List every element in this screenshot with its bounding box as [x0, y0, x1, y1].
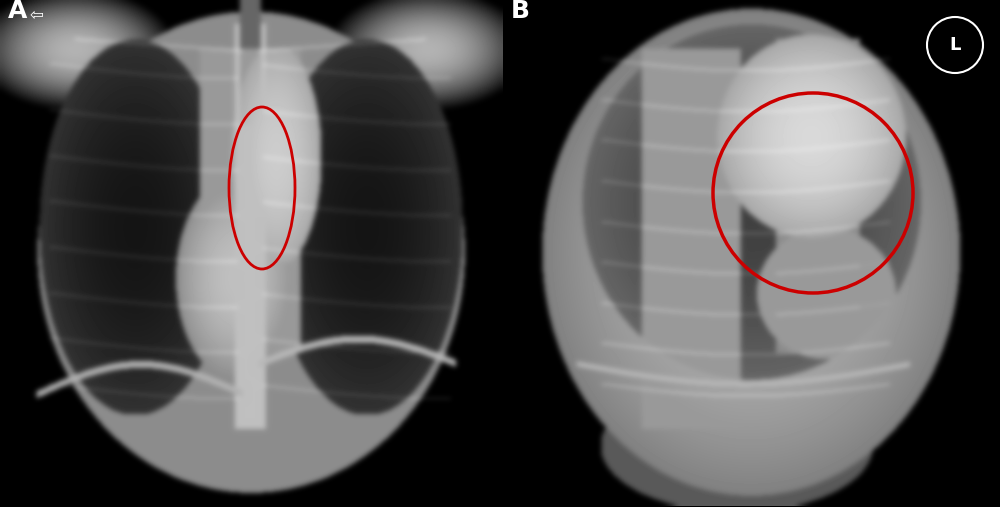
- Text: L: L: [949, 36, 961, 54]
- Text: A: A: [8, 0, 27, 23]
- Text: ⇦: ⇦: [30, 6, 44, 24]
- Text: B: B: [511, 0, 530, 23]
